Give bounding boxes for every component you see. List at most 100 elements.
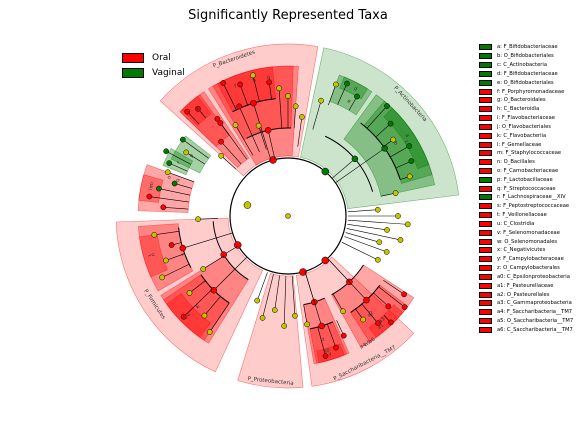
clade-node (363, 296, 370, 304)
taxa-legend-label: n: O_Bacillales (497, 159, 535, 166)
taxa-legend-swatch (479, 265, 492, 272)
clade-letter-label: b (392, 141, 399, 147)
taxa-legend-swatch (479, 326, 492, 333)
tree-leaf-node (376, 239, 383, 246)
tree-leaf-line (346, 228, 401, 241)
tree-leaf-node (390, 136, 397, 143)
taxa-legend-item: j: O_Flavobacteriales (479, 122, 573, 131)
tree-leaf-line (303, 304, 308, 325)
tree-leaf-node (385, 303, 392, 310)
taxa-legend-swatch (479, 168, 492, 174)
taxa-legend-item: f: F_Porphyromonadaceae (479, 87, 573, 96)
taxa-legend-label: s: F_Peptostreptococcaceae (497, 203, 570, 210)
taxa-legend-label: a0: C_Epsilonproteobacteria (497, 273, 570, 280)
tree-leaf-node (401, 304, 408, 310)
taxa-legend-swatch (479, 212, 492, 219)
taxa-legend-label: t: F_Veillonellaceae (497, 212, 547, 219)
clade-letter-label: x (185, 312, 191, 318)
tree-leaf-node (151, 231, 158, 238)
taxa-legend-swatch (479, 132, 492, 139)
taxa-legend-swatch (479, 159, 492, 166)
taxa-legend-item: w: O_Selenomonadales (479, 237, 573, 246)
phylum-node (299, 268, 307, 276)
tree-leaf-line (373, 292, 389, 307)
tree-leaf-line (235, 124, 254, 156)
tree-leaf-line (337, 83, 348, 105)
tree-leaf-node (299, 114, 305, 120)
taxa-legend-swatch (479, 256, 492, 263)
taxa-legend-item: z: O_Campylobacterales (479, 264, 573, 273)
taxa-legend-label: a3: C_Gammaproteobacteria (497, 300, 572, 307)
tree-leaf-line (291, 275, 296, 316)
tree-branch-line (253, 103, 272, 161)
tree-leaf-line (383, 280, 405, 295)
taxa-legend-label: a4: F_Saccharibacteria__TM7 (497, 309, 573, 316)
tree-leaf-node (271, 307, 278, 313)
taxa-legend-swatch (479, 203, 492, 210)
tree-leaf-line (209, 302, 230, 333)
clade-sector (166, 293, 211, 338)
taxa-legend-swatch (479, 291, 492, 298)
tree-leaf-line (361, 303, 379, 324)
tree-leaf-node (218, 152, 224, 159)
clade-node (264, 127, 272, 134)
taxa-legend: a: F_Bifidobacteriaceae b: O_Bifidobacter… (479, 43, 573, 334)
tree-leaf-node (392, 190, 399, 196)
tree-leaf-node (375, 256, 381, 263)
taxa-legend-label: a1: F_Pasteurellaceae (497, 282, 554, 289)
clade-letter-label: a4 (359, 342, 367, 350)
taxa-legend-swatch (479, 79, 492, 86)
taxa-legend-item: t: F_Veillonellaceae (479, 211, 573, 220)
tree-leaf-line (204, 296, 221, 316)
taxa-legend-label: k: C_Flavobacteriia (497, 132, 547, 139)
taxa-legend-item: u: C_Clostridia (479, 220, 573, 229)
taxa-legend-label: d: F_Bifidobacteriaceae (497, 70, 558, 77)
clade-letter-label: r (176, 160, 183, 165)
tree-leaf-node (156, 185, 162, 192)
tree-leaf-node (164, 169, 171, 176)
tree-leaf-line (297, 116, 303, 147)
clade-letter-label: m (149, 181, 156, 187)
tree-leaf-node (292, 103, 299, 110)
tree-leaf-line (344, 236, 387, 253)
tree-leaf-line (154, 231, 180, 236)
taxa-legend-swatch (479, 318, 492, 325)
tree-leaf-line (317, 327, 326, 357)
taxa-legend-swatch (479, 185, 492, 192)
tree-leaf-line (347, 219, 408, 225)
taxa-legend-swatch (479, 70, 492, 77)
tree-leaf-node (384, 103, 390, 109)
taxa-legend-swatch (479, 229, 492, 236)
taxa-legend-label: y: F_Campylobacteraceae (497, 256, 564, 263)
clade-node (351, 155, 359, 163)
tree-leaf-line (158, 188, 191, 196)
legend-item-vaginal: Vaginal (122, 65, 185, 80)
tree-leaf-line (258, 125, 267, 150)
clade-letter-label: d (353, 86, 359, 93)
clade-sector (138, 174, 164, 203)
tree-branch-line (182, 232, 233, 249)
tree-leaf-line (293, 106, 296, 129)
clade-node (381, 145, 388, 152)
tree-leaf-node (214, 116, 221, 122)
clade-letter-label: e (346, 98, 352, 105)
tree-leaf-line (239, 84, 248, 106)
tree-leaf-node (340, 308, 346, 315)
taxa-legend-swatch (479, 53, 492, 60)
clade-node (318, 322, 325, 330)
tree-leaf-line (162, 263, 190, 278)
taxa-legend-item: b: O_Bifidobacteriales (479, 52, 573, 61)
taxa-legend-swatch (479, 300, 492, 307)
tree-leaf-line (252, 75, 260, 102)
taxa-legend-label: h: C_Bacteroidia (497, 106, 540, 113)
tree-leaf-node (250, 72, 256, 79)
taxa-legend-swatch (479, 309, 492, 316)
clade-sector (139, 234, 168, 278)
phylum-label: P_Proteobacteria (247, 376, 294, 387)
tree-leaf-node (255, 122, 262, 129)
taxa-legend-swatch (479, 62, 492, 69)
tree-leaf-line (198, 218, 219, 220)
tree-leaf-line (238, 106, 260, 153)
tree-leaf-node (232, 122, 239, 128)
tree-leaf-node (344, 80, 350, 87)
